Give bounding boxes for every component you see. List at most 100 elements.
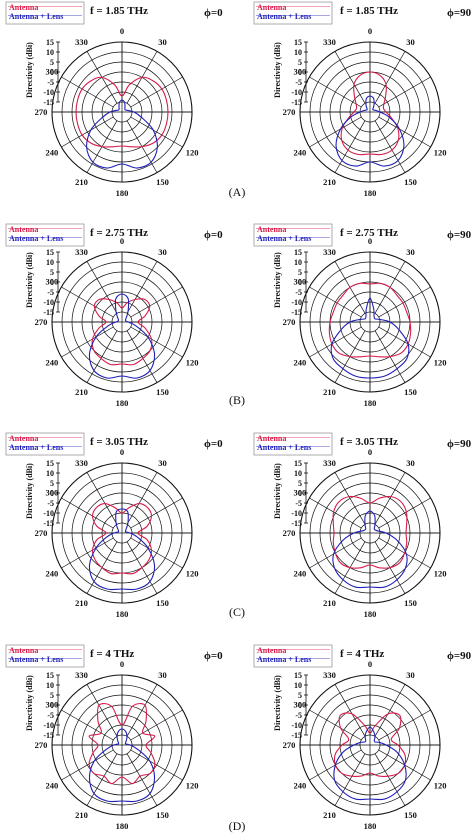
antenna-curve [328,282,412,358]
r-tick-label: -15 [291,308,302,317]
r-tick-label: 5 [50,479,54,488]
angle-label: 30 [158,670,167,680]
r-tick-label: -5 [295,499,302,508]
grid-spoke [374,753,406,806]
legend-frame [253,1,333,25]
grid-spoke [378,709,431,741]
grid-spoke [130,497,183,529]
r-tick-label: -15 [291,731,302,740]
angle-label: 0 [120,447,124,457]
grid-spoke [130,76,183,108]
r-tick-label: 10 [294,681,302,690]
angle-label: 300 [45,700,58,710]
chart-title: f = 3.05 THz [90,436,148,448]
angle-label: 270 [35,740,48,750]
grid-spoke [130,286,183,318]
r-tick-label: 15 [294,459,302,468]
legend-label: Antenna [9,225,38,234]
angle-label: 30 [158,458,167,468]
r-tick-label: 0 [50,489,54,498]
r-tick-label: 15 [294,671,302,680]
phi-label: ϕ=0 [204,7,223,19]
r-tick-label: -5 [295,78,302,87]
angle-label: 120 [434,781,447,791]
angle-label: 330 [323,247,336,257]
angle-label: 120 [186,781,199,791]
r-tick-label: -15 [291,519,302,528]
antenna-curve [332,495,408,569]
angle-label: 330 [75,247,88,257]
polar-grid [51,674,193,816]
r-tick-label: 5 [298,479,302,488]
legend-label: Antenna [9,646,38,655]
angle-label: 0 [368,26,372,36]
r-tick-label: -5 [47,499,54,508]
r-tick-label: 10 [46,469,54,478]
angle-label: 240 [45,569,58,579]
angle-label: 180 [364,609,377,619]
angle-label: 330 [323,37,336,47]
antenna-curve [91,298,153,366]
angle-label: 240 [45,148,58,158]
panel-label: (C) [229,605,245,619]
grid-spoke [130,537,183,569]
grid-spoke [61,537,114,569]
angle-label: 30 [406,37,415,47]
r-tick-label: 0 [298,701,302,710]
grid-spoke [374,120,406,173]
grid-spoke [334,753,366,806]
polar-grid [299,251,441,393]
grid-spoke [309,497,362,529]
r-tick-label: 0 [50,278,54,287]
grid-spoke [61,76,114,108]
angle-label: 120 [434,148,447,158]
grid-spoke [130,749,183,781]
legend-frame [5,432,85,456]
angle-label: 270 [283,528,296,538]
grid-spoke [309,116,362,148]
angle-label: 210 [75,387,88,397]
angle-label: 0 [368,236,372,246]
y-axis-label: Directivity (dBi) [273,42,282,98]
legend-frame [5,644,85,668]
antenna-lens-curve [332,510,408,589]
grid-spoke [334,120,366,173]
r-tick-label: 10 [46,258,54,267]
grid-spoke [126,472,158,525]
angle-label: 150 [156,598,169,608]
r-tick-label: 5 [50,58,54,67]
r-tick-label: 10 [294,48,302,57]
grid-spoke [86,472,118,525]
angle-label: 0 [120,26,124,36]
antenna-lens-curve [88,728,156,803]
r-tick-label: -15 [291,98,302,107]
chart-title: f = 3.05 THz [340,436,398,448]
angle-label: 180 [364,188,377,198]
phi-label: ϕ=90 [447,650,472,662]
grid-spoke [374,472,406,525]
panel-label: (B) [229,393,245,407]
grid-spoke [378,497,431,529]
chart-title: f = 4 THz [340,648,384,660]
r-tick-label: -10 [43,509,54,518]
y-axis-label: Directivity (dBi) [273,675,282,731]
grid-spoke [374,684,406,737]
r-tick-label: -5 [47,78,54,87]
angle-label: 330 [323,458,336,468]
r-tick-label: -15 [43,731,54,740]
angle-label: 210 [323,810,336,820]
angle-label: 270 [35,528,48,538]
r-tick-label: -5 [47,711,54,720]
angle-label: 270 [283,740,296,750]
